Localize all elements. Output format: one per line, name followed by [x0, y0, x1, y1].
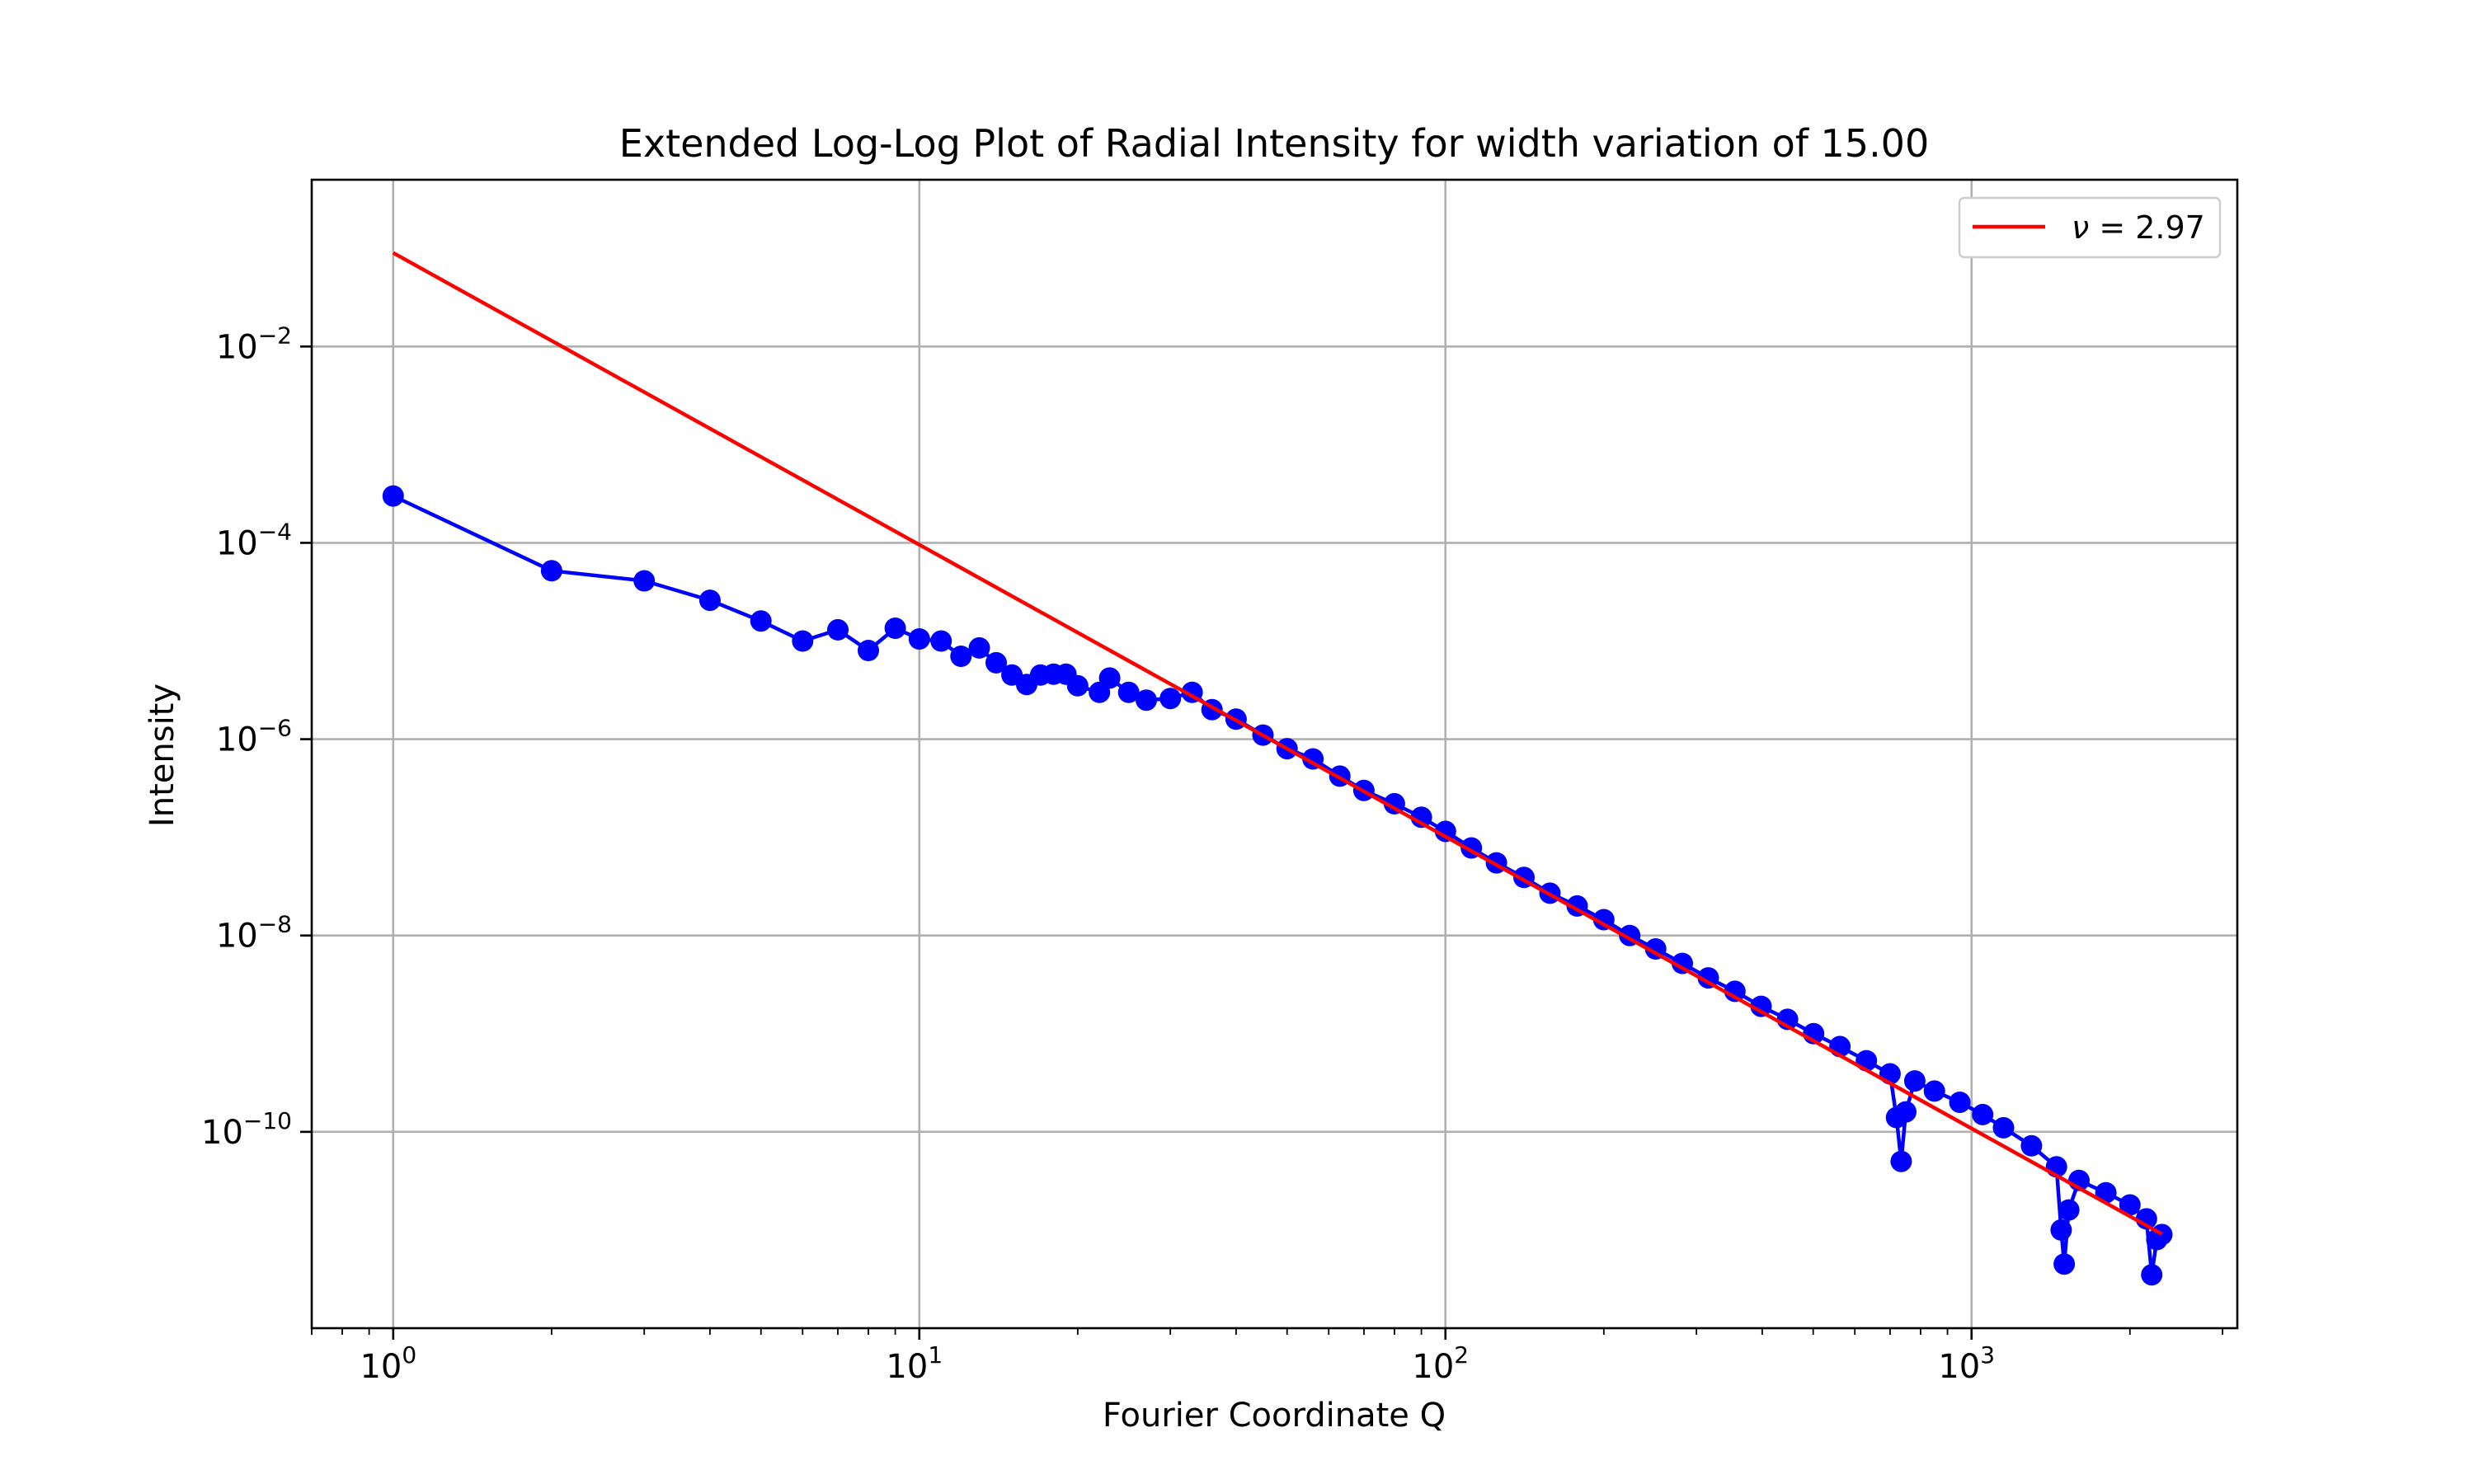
grid — [312, 180, 2237, 1328]
x-tick-label: 101 — [886, 1341, 943, 1386]
data-point — [858, 640, 879, 661]
legend-label-rest: = 2.97 — [2089, 209, 2205, 246]
data-point — [2141, 1264, 2163, 1286]
data-point — [2119, 1194, 2141, 1216]
x-axis-label: Fourier Coordinate Q — [1103, 1397, 1446, 1435]
chart-title: Extended Log-Log Plot of Radial Intensit… — [619, 121, 1929, 166]
data-point — [1066, 674, 1089, 697]
y-tick-label: 10−8 — [216, 911, 292, 956]
data-point — [1098, 667, 1121, 689]
data-point — [633, 570, 656, 592]
data-point — [985, 651, 1007, 674]
data-point — [884, 618, 906, 639]
y-tick-label: 10−4 — [216, 518, 292, 562]
axis-ticks: 100 101 102 103 10−2 10−4 10−6 10−8 10−10 — [201, 322, 2224, 1386]
data-point — [2050, 1219, 2072, 1241]
data-point — [908, 628, 930, 650]
data-point — [1136, 689, 1157, 711]
data-point — [1895, 1101, 1917, 1123]
data-point — [750, 610, 772, 632]
legend-label: ν = 2.97 — [2072, 209, 2205, 246]
data-point — [382, 485, 404, 507]
data-point — [950, 646, 972, 667]
data-point — [2053, 1253, 2076, 1275]
data-point — [1117, 681, 1140, 703]
y-tick-label: 10−10 — [201, 1107, 292, 1152]
data-point — [1159, 688, 1182, 710]
data-point — [1434, 820, 1456, 843]
data-point — [827, 618, 849, 641]
data-point — [1903, 1070, 1926, 1092]
x-tick-label: 103 — [1938, 1341, 1995, 1386]
data-point — [1890, 1150, 1912, 1172]
data-point — [2020, 1134, 2043, 1157]
x-tick-label: 102 — [1412, 1341, 1469, 1386]
data-point — [930, 630, 952, 652]
legend-box — [1958, 196, 2222, 259]
y-axis-label: Intensity — [143, 683, 181, 827]
data-point — [1592, 909, 1615, 931]
data-point — [1972, 1103, 1994, 1125]
data-point — [2058, 1199, 2080, 1221]
data-point — [1724, 980, 1746, 1003]
x-tick-label: 100 — [360, 1341, 416, 1386]
data-point — [1750, 995, 1772, 1017]
data-point — [1992, 1116, 2015, 1139]
data-point — [1697, 967, 1719, 989]
data-point — [1672, 952, 1693, 974]
data-point — [1383, 792, 1405, 815]
fit-line — [392, 251, 2163, 1236]
data-point — [2151, 1223, 2173, 1246]
series-layer — [382, 251, 2173, 1286]
plot-frame — [310, 178, 2239, 1330]
data-point — [968, 636, 990, 659]
y-tick-label: 10−2 — [216, 322, 292, 366]
data-point — [1410, 806, 1432, 829]
data-point — [540, 560, 562, 582]
y-tick-label: 10−6 — [216, 715, 292, 759]
legend-label-symbol: ν — [2072, 209, 2089, 246]
data-point — [1949, 1092, 1971, 1113]
data-point — [792, 630, 814, 652]
data-point — [1923, 1080, 1945, 1102]
legend: ν = 2.97 — [1958, 196, 2222, 259]
data-point — [698, 589, 721, 612]
